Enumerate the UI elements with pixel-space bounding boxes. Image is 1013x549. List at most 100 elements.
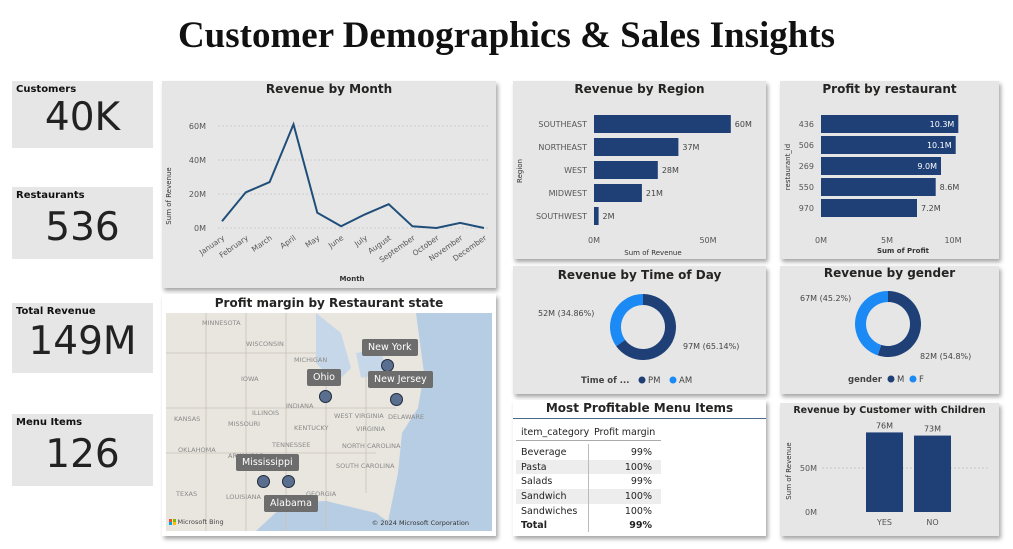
bar-550[interactable]	[821, 178, 936, 196]
revenue-by-gender-visual[interactable]: Revenue by gender 67M (45.2%) 82M (54.8%…	[780, 266, 999, 394]
donut-slice-f[interactable]	[855, 291, 888, 356]
kpi-label: Customers	[16, 84, 77, 95]
legend-dot-m	[887, 375, 895, 383]
map-bubble-mississippi[interactable]	[257, 475, 270, 488]
x-tick: 10M	[944, 236, 961, 245]
kpi-label: Total Revenue	[16, 306, 96, 317]
map-label: MINNESOTA	[202, 319, 241, 327]
bar-value-label: 37M	[682, 143, 699, 152]
map-tooltip-alabama: Alabama	[264, 495, 318, 512]
bar-southeast[interactable]	[594, 115, 731, 133]
chart-title: Revenue by gender	[823, 266, 956, 280]
table-title: Most Profitable Menu Items	[545, 401, 734, 415]
donut-slice-m[interactable]	[877, 291, 921, 357]
bar-yes[interactable]	[866, 432, 903, 512]
map-bubble-alabama[interactable]	[282, 475, 295, 488]
bar-southwest[interactable]	[594, 207, 599, 225]
bar-value-label: 8.6M	[940, 183, 960, 192]
map-label: ILLINOIS	[252, 409, 279, 417]
bar-midwest[interactable]	[594, 184, 642, 202]
legend-dot-am	[669, 376, 677, 384]
legend-title: Time of ...	[581, 376, 629, 386]
data-label: 82M (54.8%)	[920, 352, 971, 361]
donut-slice-pm[interactable]	[616, 294, 676, 360]
header-cell[interactable]: item_category	[521, 426, 590, 438]
map-label: GEORGIA	[306, 490, 337, 498]
x-tick: NO	[926, 518, 938, 527]
revenue-by-gender-svg: 67M (45.2%) 82M (54.8%) gender M F	[800, 291, 971, 385]
chart-title: Profit margin by Restaurant state	[214, 296, 444, 310]
cell-margin: 100%	[624, 490, 652, 502]
y-tick: 20M	[189, 190, 206, 199]
kpi-card-restaurants[interactable]: Restaurants 536	[12, 187, 153, 259]
x-tick: 0M	[588, 236, 600, 245]
map-label: WEST VIRGINIA	[334, 412, 384, 420]
cell-margin: 100%	[624, 505, 652, 517]
cell-category: Sandwiches	[521, 505, 578, 517]
bar-506[interactable]	[821, 136, 956, 154]
legend-label[interactable]: PM	[648, 376, 660, 386]
revenue-by-time-visual[interactable]: Revenue by Time of Day 52M (34.86%) 97M …	[513, 266, 766, 394]
map-background: MINNESOTA WISCONSIN MICHIGAN IOWA ILLINO…	[166, 313, 492, 531]
y-axis-title: Sum of Revenue	[165, 167, 173, 224]
menu-table: item_category Profit margin Beverage 99% …	[516, 424, 661, 533]
map-tooltip-ohio: Ohio	[307, 369, 341, 386]
bar-436[interactable]	[821, 115, 959, 133]
y-axis-title: Region	[516, 159, 524, 183]
kpi-card-menu-items[interactable]: Menu Items 126	[12, 414, 153, 486]
revenue-line	[221, 121, 485, 230]
cell-category: Pasta	[521, 461, 547, 473]
x-tick: 5M	[881, 236, 893, 245]
legend-label[interactable]: F	[919, 375, 924, 385]
bar-value-label: 10.3M	[930, 120, 955, 129]
kpi-card-total-revenue[interactable]: Total Revenue 149M	[12, 303, 153, 373]
x-tick-april: April	[278, 233, 297, 250]
legend-label[interactable]: M	[897, 375, 904, 385]
bar-northeast[interactable]	[594, 138, 679, 156]
donut-slice-am[interactable]	[610, 294, 643, 347]
x-axis-title: Month	[339, 275, 364, 283]
cell-margin: 100%	[624, 461, 652, 473]
revenue-by-children-visual[interactable]: Revenue by Customer with Children Sum of…	[780, 403, 999, 536]
kpi-card-customers[interactable]: Customers 40K	[12, 81, 153, 148]
profit-margin-map-visual[interactable]: Profit margin by Restaurant state MINNES…	[162, 294, 496, 536]
menu-items-table-visual[interactable]: Most Profitable Menu Items item_category…	[513, 400, 766, 536]
revenue-by-region-visual[interactable]: Revenue by Region Region Sum of Revenue …	[513, 81, 766, 259]
table-total-row: Total 99%	[516, 518, 661, 533]
kpi-value: 149M	[28, 319, 137, 364]
profit-by-restaurant-visual[interactable]: Profit by restaurant restaurant_id Sum o…	[780, 81, 999, 259]
chart-title: Revenue by Month	[265, 82, 393, 96]
map-bubble-new-jersey[interactable]	[390, 393, 403, 406]
y-tick: 50M	[800, 464, 817, 473]
category-label: 506	[799, 141, 814, 150]
category-label: SOUTHWEST	[536, 212, 587, 221]
data-label: 67M (45.2%)	[800, 294, 851, 303]
map-label: MICHIGAN	[294, 356, 327, 364]
x-tick-july: July	[352, 233, 369, 249]
revenue-by-month-visual[interactable]: Revenue by Month Sum of Revenue Month 60…	[162, 81, 496, 288]
y-axis-title: Sum of Revenue	[785, 442, 793, 499]
map-label: KENTUCKY	[294, 424, 329, 432]
map-canvas[interactable]: MINNESOTA WISCONSIN MICHIGAN IOWA ILLINO…	[166, 313, 492, 531]
bar-970[interactable]	[821, 199, 917, 217]
chart-title: Revenue by Region	[574, 82, 705, 96]
map-label: TENNESSEE	[271, 441, 310, 449]
bing-text: Microsoft Bing	[177, 518, 224, 526]
legend-dot-f	[909, 375, 917, 383]
bar-269[interactable]	[821, 157, 941, 175]
chart-title: Revenue by Time of Day	[557, 268, 722, 282]
x-tick-march: March	[250, 233, 274, 254]
cell-margin: 99%	[630, 476, 652, 488]
kpi-label: Restaurants	[16, 190, 85, 201]
bar-west[interactable]	[594, 161, 658, 179]
kpi-value: 126	[45, 432, 120, 477]
map-tooltip-mississippi: Mississippi	[236, 454, 299, 471]
dashboard-title: Customer Demographics & Sales Insights	[177, 15, 836, 56]
bar-value-label: 10.1M	[927, 141, 952, 150]
bar-no[interactable]	[914, 435, 951, 512]
header-cell[interactable]: Profit margin	[594, 426, 656, 438]
map-bubble-ohio[interactable]	[319, 390, 332, 403]
y-tick: 0M	[194, 224, 206, 233]
legend-label[interactable]: AM	[679, 376, 692, 386]
